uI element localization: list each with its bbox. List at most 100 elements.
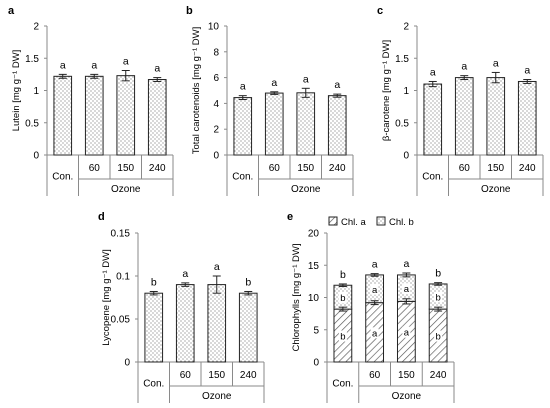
letter-background [402,283,411,295]
x-tick-label: 240 [149,163,166,174]
panel-label: e [287,211,293,223]
panel-label: d [98,211,105,223]
significance-letter: a [303,73,309,85]
y-tick-label: 5 [313,325,319,336]
bar [238,292,258,363]
x-tick-label: 240 [240,370,257,381]
x-tick-label: 240 [329,163,346,174]
y-axis-label: Chlorophylls [mg g⁻¹ DW] [291,244,302,352]
significance-letter: a [334,79,340,91]
y-axis-label: Total carotenoids [mg g⁻¹ DW] [191,27,202,155]
significance-letter: a [493,57,499,69]
y-tick-label: 1.5 [395,54,409,65]
bar [84,75,104,156]
x-tick-label: Con. [422,172,443,183]
y-tick-label: 0.05 [111,315,131,326]
x-group-label: Ozone [291,184,321,195]
bar [53,75,73,156]
x-tick-label: Con. [52,172,73,183]
x-tick-label: 150 [297,163,314,174]
y-tick-label: 2 [213,125,219,136]
y-tick-label: 6 [213,73,219,84]
bar [296,92,316,156]
significance-letter: a [461,61,467,73]
x-tick-label: Con. [143,379,164,390]
significance-letter: a [240,81,246,93]
panel-label: a [8,5,15,17]
y-axis-label: β-carotene [mg g⁻¹ DW] [381,40,392,141]
letter-background [402,326,411,338]
significance-letter: a [430,66,436,78]
bar [423,83,443,156]
chart-panel-a: a 0 0.5 1 1.5 2 Lutein [mg g⁻¹ DW] Con. 60 150 240… [8,5,174,196]
y-tick-label: 8 [213,47,219,58]
chart-panel-c: c 0 0.5 1 1.5 2 β-carotene [mg g⁻¹ DW] Con. 60 15… [377,5,544,196]
x-group-label: Ozone [392,391,422,402]
x-tick-label: 60 [369,370,381,381]
y-tick-label: 0.1 [116,272,130,283]
x-tick-label: 60 [89,163,101,174]
y-tick-label: 15 [308,261,320,272]
x-tick-label: 60 [269,163,281,174]
letter-background [434,330,443,342]
y-axis-label: Lycopene [mg g⁻¹ DW] [101,249,112,346]
panel-label: c [377,5,383,17]
bar [264,92,284,156]
significance-letter-total: a [403,258,409,270]
x-group-label: Ozone [111,184,141,195]
y-tick-label: 0 [403,151,409,162]
legend: Chl. a Chl. b [328,216,414,228]
chart-panel-e: e 0 5 10 15 20 Chlorophylls [mg g⁻¹ DW] Con. 60 1… [287,211,455,403]
x-tick-label: Con. [232,172,253,183]
x-tick-label: 60 [180,370,192,381]
letter-background [338,330,347,342]
chart-panel-d: d 0 0.05 0.1 0.15 Lycopene [mg g⁻¹ DW] Con. 60 1… [98,211,265,403]
bar [175,284,195,363]
significance-letter: a [524,65,530,77]
x-tick-label: 150 [117,163,134,174]
letter-background [338,292,347,304]
letter-background [434,291,443,303]
x-tick-label: 240 [519,163,536,174]
bar [116,75,136,156]
y-tick-label: 0.15 [111,229,131,240]
y-tick-label: 0.5 [395,118,409,129]
x-group-label: Ozone [202,391,232,402]
bar [327,95,347,156]
letter-background [370,283,379,295]
x-group-label: Ozone [481,184,511,195]
significance-letter-total: b [435,268,441,280]
legend-label-chl-b: Chl. b [389,217,414,228]
y-tick-label: 10 [308,293,320,304]
y-tick-label: 1.5 [25,54,39,65]
significance-letter: a [91,59,97,71]
x-tick-label: 150 [208,370,225,381]
significance-letter: a [271,77,277,89]
y-tick-label: 0 [213,151,219,162]
bar [517,80,537,156]
y-tick-label: 0 [124,358,130,369]
significance-letter-chl-b: a [372,285,378,296]
bar [454,77,474,156]
y-tick-label: 4 [213,99,219,110]
bar [233,97,253,156]
y-axis-label: Lutein [mg g⁻¹ DW] [11,50,22,132]
significance-letter-total: a [372,259,378,271]
legend-label-chl-a: Chl. a [341,217,367,228]
legend-swatch-chl-b [376,216,386,226]
bar [486,77,506,156]
significance-letter-chl-b: b [435,293,440,304]
x-tick-label: 150 [398,370,415,381]
significance-letter: a [182,268,188,280]
significance-letter-chl-a: b [435,332,440,343]
y-tick-label: 20 [308,229,320,240]
significance-letter: a [123,56,129,68]
y-tick-label: 1 [403,86,409,97]
letter-background [370,327,379,339]
x-tick-label: 150 [487,163,504,174]
x-tick-label: 240 [430,370,447,381]
y-tick-label: 1 [33,86,39,97]
y-tick-label: 0 [33,151,39,162]
panel-label: b [186,5,193,17]
